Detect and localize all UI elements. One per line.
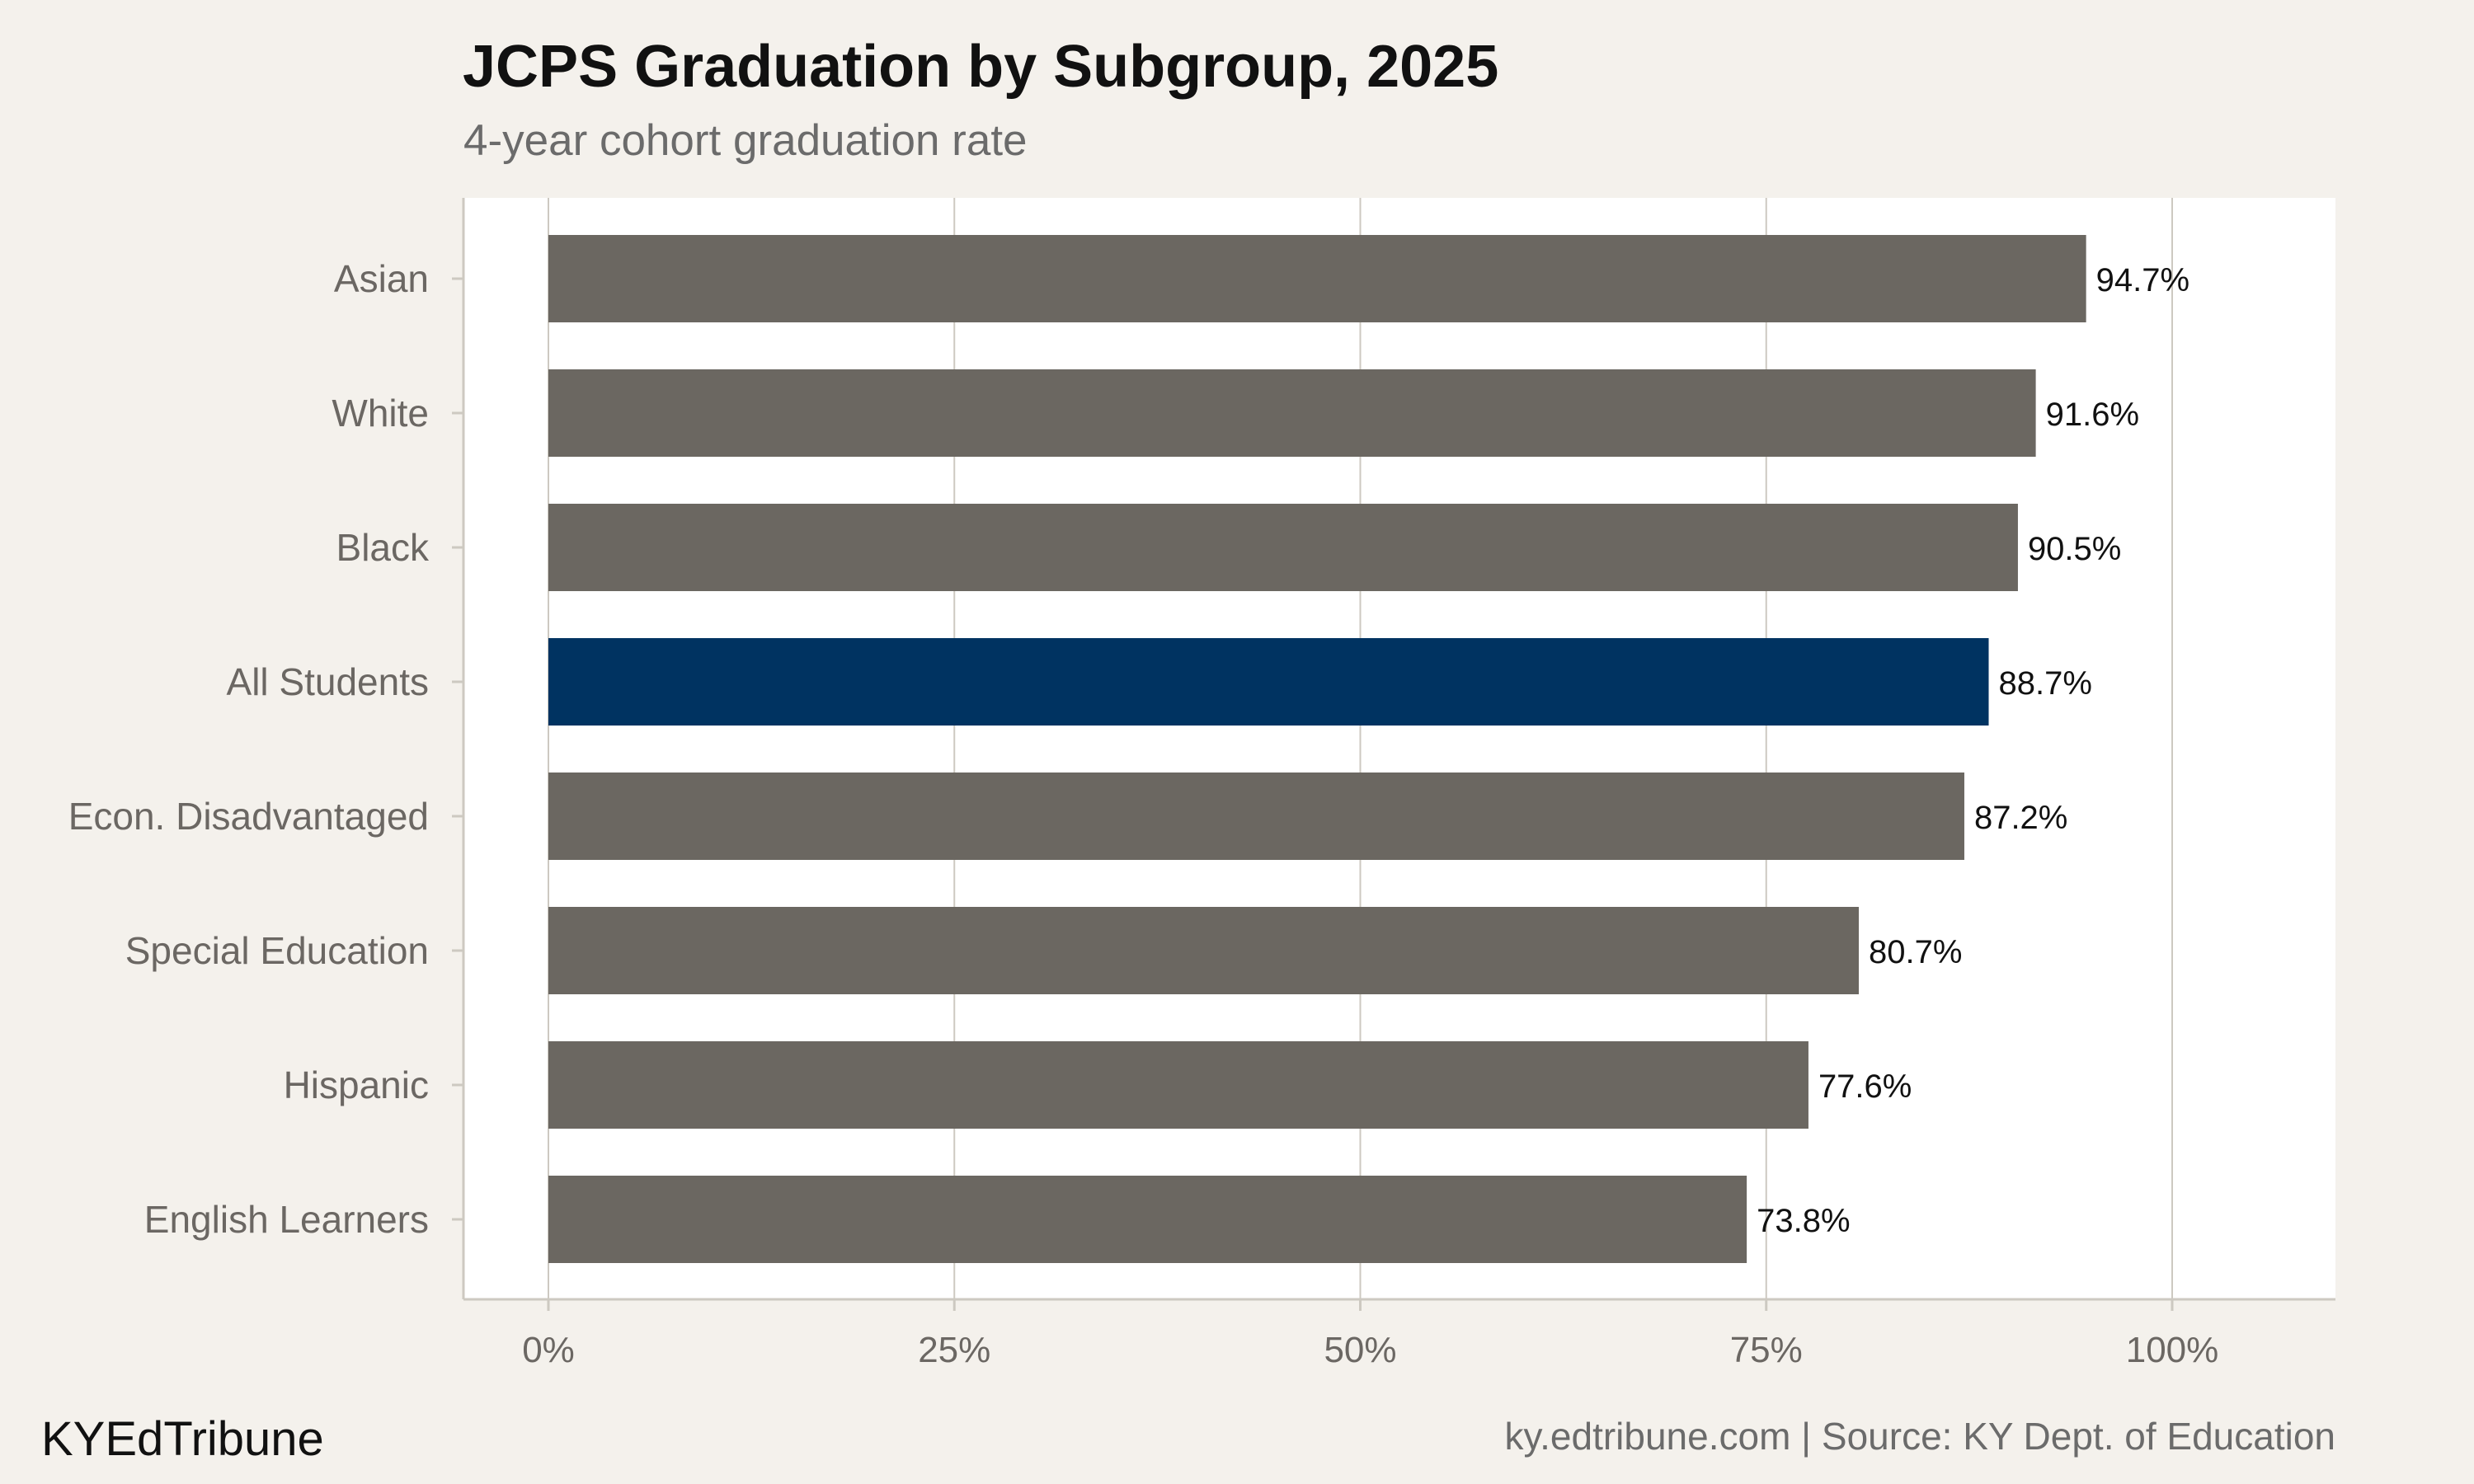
- category-label: Black: [336, 526, 430, 569]
- x-tick-label: 100%: [2126, 1330, 2219, 1370]
- category-label: White: [332, 392, 429, 434]
- value-label: 77.6%: [1818, 1068, 1912, 1105]
- bar-econ-disadvantaged: [548, 773, 1964, 860]
- bars: [548, 235, 2086, 1263]
- category-label: Econ. Disadvantaged: [68, 795, 429, 838]
- bar-white: [548, 369, 2036, 457]
- x-tick-label: 0%: [522, 1330, 575, 1370]
- chart-subtitle: 4-year cohort graduation rate: [463, 116, 1028, 165]
- value-label: 94.7%: [2096, 262, 2189, 298]
- bar-special-education: [548, 907, 1859, 994]
- x-tick-label: 50%: [1324, 1330, 1396, 1370]
- value-label: 80.7%: [1869, 934, 1962, 970]
- x-tick-label: 25%: [918, 1330, 990, 1370]
- labels: 0% 25% 50% 75% 100% Asian 94.7% White 91.6% Black…: [68, 257, 2219, 1370]
- category-label: English Learners: [144, 1198, 429, 1241]
- brand-logo-text: KYEdTribune: [41, 1412, 324, 1466]
- bar-hispanic: [548, 1041, 1808, 1129]
- bar-english-learners: [548, 1176, 1747, 1263]
- x-tick-label: 75%: [1730, 1330, 1803, 1370]
- chart-title: JCPS Graduation by Subgroup, 2025: [463, 34, 1499, 100]
- category-label: Special Education: [125, 929, 429, 972]
- value-label: 91.6%: [2046, 397, 2139, 433]
- category-label: Asian: [334, 257, 429, 300]
- bar-asian: [548, 235, 2086, 322]
- bar-black: [548, 504, 2018, 591]
- plot-panel: [463, 198, 2335, 1299]
- value-label: 90.5%: [2028, 531, 2121, 567]
- value-label: 87.2%: [1974, 800, 2067, 836]
- category-label: All Students: [227, 660, 429, 703]
- bar-all-students: [548, 638, 1989, 726]
- category-label: Hispanic: [284, 1064, 429, 1106]
- value-label: 88.7%: [1999, 665, 2092, 702]
- source-credit: ky.edtribune.com | Source: KY Dept. of E…: [1504, 1415, 2335, 1458]
- value-label: 73.8%: [1757, 1203, 1850, 1239]
